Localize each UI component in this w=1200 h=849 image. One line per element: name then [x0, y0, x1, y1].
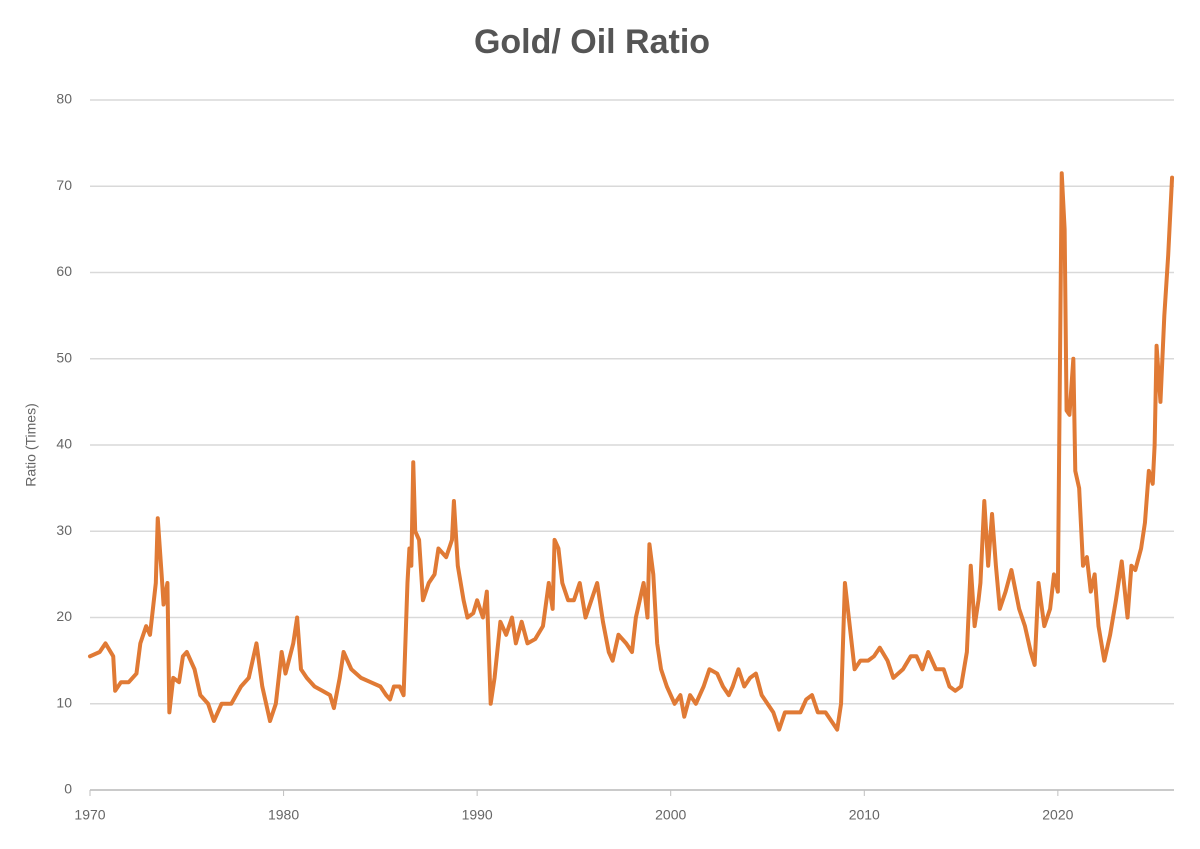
y-tick-label: 80 — [56, 91, 72, 107]
y-tick-label: 60 — [56, 263, 72, 279]
y-tick-label: 50 — [56, 349, 72, 365]
y-tick-label: 0 — [64, 781, 72, 797]
x-tick-label: 1970 — [74, 807, 105, 823]
y-tick-label: 30 — [56, 522, 72, 538]
x-tick-label: 1990 — [462, 807, 493, 823]
y-tick-label: 40 — [56, 436, 72, 452]
chart-title: Gold/ Oil Ratio — [474, 23, 710, 61]
y-tick-label: 20 — [56, 608, 72, 624]
x-tick-label: 2010 — [849, 807, 880, 823]
x-tick-label: 2020 — [1042, 807, 1073, 823]
y-axis-label: Ratio (Times) — [23, 403, 39, 487]
data-line — [88, 171, 1175, 732]
x-tick-label: 2000 — [655, 807, 686, 823]
y-tick-label: 70 — [56, 177, 72, 193]
x-tick-label: 1980 — [268, 807, 299, 823]
y-tick-label: 10 — [56, 694, 72, 710]
